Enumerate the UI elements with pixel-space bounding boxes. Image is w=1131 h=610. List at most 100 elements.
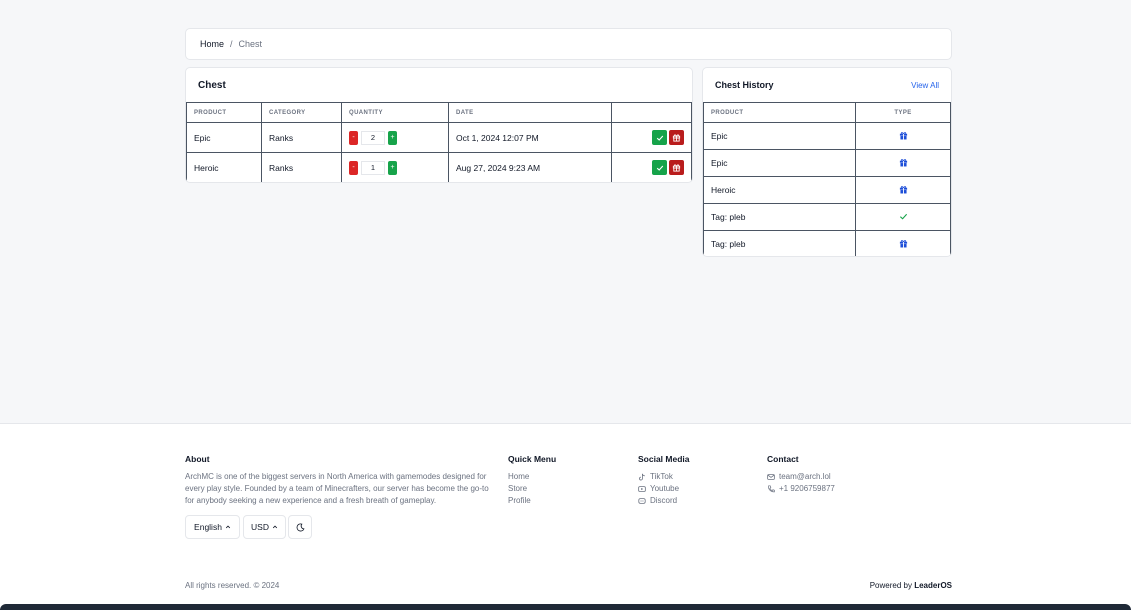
chest-history-table: PRODUCT TYPE Epic Epic Heroic Tag: pleb xyxy=(703,102,951,256)
chest-table: PRODUCT CATEGORY QUANTITY DATE Epic Rank… xyxy=(186,102,692,182)
quick-menu-store-link[interactable]: Store xyxy=(508,484,528,493)
copyright-text: All rights reserved. © 2024 xyxy=(185,581,280,590)
phone-icon xyxy=(768,485,775,493)
contact-email: team@arch.lol xyxy=(779,472,831,481)
product-cell: Epic xyxy=(703,149,856,177)
theme-toggle-button[interactable] xyxy=(288,515,312,539)
column-quantity: QUANTITY xyxy=(341,102,449,123)
use-button[interactable] xyxy=(652,130,667,145)
chest-title: Chest xyxy=(198,79,226,91)
bottom-edge-bar xyxy=(0,604,1131,610)
product-cell: Heroic xyxy=(186,152,262,182)
about-heading: About xyxy=(185,454,210,464)
column-category: CATEGORY xyxy=(261,102,342,123)
moon-icon xyxy=(296,522,305,531)
chest-history-title: Chest History xyxy=(715,80,774,90)
footer-about: About ArchMC is one of the biggest serve… xyxy=(185,454,500,507)
chest-history-card: Chest History View All PRODUCT TYPE Epic… xyxy=(702,67,952,257)
about-text-line-2: every play style. Founded by a team of M… xyxy=(185,484,489,493)
social-media-heading: Social Media xyxy=(638,454,690,464)
column-type: TYPE xyxy=(855,102,951,123)
powered-by: Powered by LeaderOS xyxy=(870,581,952,590)
chevron-up-icon xyxy=(272,525,278,529)
powered-by-brand-link[interactable]: LeaderOS xyxy=(914,581,952,590)
contact-heading: Contact xyxy=(767,454,799,464)
table-row: Heroic xyxy=(703,176,951,204)
check-icon xyxy=(656,165,663,171)
increase-quantity-button[interactable]: + xyxy=(388,130,397,145)
gift-button[interactable] xyxy=(669,130,684,145)
powered-by-prefix: Powered by xyxy=(869,581,912,590)
tiktok-label: TikTok xyxy=(650,472,673,481)
column-actions xyxy=(611,102,692,123)
increase-quantity-button[interactable]: + xyxy=(388,160,397,175)
quick-menu-heading: Quick Menu xyxy=(508,454,557,464)
table-row: Tag: pleb xyxy=(703,230,951,256)
footer: About ArchMC is one of the biggest serve… xyxy=(0,423,1131,610)
gift-icon xyxy=(899,239,907,247)
product-cell: Tag: pleb xyxy=(703,203,856,231)
gift-icon xyxy=(899,131,907,139)
date-cell: Aug 27, 2024 9:23 AM xyxy=(448,152,612,182)
youtube-icon xyxy=(638,486,646,492)
column-date: DATE xyxy=(448,102,612,123)
discord-icon xyxy=(638,498,646,504)
gift-icon xyxy=(899,158,907,166)
view-all-link[interactable]: View All xyxy=(911,80,939,90)
footer-social-media: Social Media TikTok Youtube Discord xyxy=(638,454,690,507)
decrease-quantity-button[interactable]: - xyxy=(349,130,358,145)
about-text-line-1: ArchMC is one of the biggest servers in … xyxy=(185,472,487,481)
quantity-stepper: - 2 + xyxy=(349,130,441,145)
chest-history-header: Chest History View All xyxy=(703,68,951,102)
footer-quick-menu: Quick Menu Home Store Profile xyxy=(508,454,556,507)
tiktok-link[interactable]: TikTok xyxy=(638,471,690,483)
chest-card-header: Chest xyxy=(186,68,692,102)
table-row: Epic xyxy=(703,122,951,150)
youtube-label: Youtube xyxy=(650,484,680,493)
product-cell: Epic xyxy=(186,122,262,153)
check-icon xyxy=(656,135,663,141)
currency-selector[interactable]: USD xyxy=(243,515,286,539)
gift-icon xyxy=(899,185,907,193)
breadcrumb-separator: / xyxy=(230,39,233,49)
language-label: English xyxy=(194,522,222,532)
footer-contact: Contact team@arch.lol +1 9206759877 xyxy=(767,454,835,495)
product-cell: Epic xyxy=(703,122,856,150)
gift-icon xyxy=(672,134,681,142)
gift-button[interactable] xyxy=(669,160,684,175)
quick-menu-home-link[interactable]: Home xyxy=(508,472,530,481)
contact-phone-link[interactable]: +1 9206759877 xyxy=(767,483,835,495)
chest-card: Chest PRODUCT CATEGORY QUANTITY DATE Epi… xyxy=(185,67,693,183)
breadcrumb-current: Chest xyxy=(238,39,263,49)
discord-label: Discord xyxy=(650,496,678,505)
use-button[interactable] xyxy=(652,160,667,175)
quick-menu-profile-link[interactable]: Profile xyxy=(508,496,531,505)
about-text-line-3: for anybody seeking a new experience and… xyxy=(185,496,437,505)
row-actions xyxy=(619,130,684,145)
decrease-quantity-button[interactable]: - xyxy=(349,160,358,175)
column-product: PRODUCT xyxy=(703,102,856,123)
breadcrumb-home-link[interactable]: Home xyxy=(200,39,225,49)
quantity-input[interactable]: 1 xyxy=(361,160,385,175)
language-selector[interactable]: English xyxy=(185,515,240,539)
youtube-link[interactable]: Youtube xyxy=(638,483,690,495)
chevron-up-icon xyxy=(225,525,231,529)
tiktok-icon xyxy=(639,473,645,481)
product-cell: Tag: pleb xyxy=(703,230,856,256)
row-actions xyxy=(619,160,684,175)
breadcrumb: Home / Chest xyxy=(185,28,952,60)
table-row: Epic Ranks - 2 + Oct 1, 2024 12:07 PM xyxy=(186,122,692,153)
discord-link[interactable]: Discord xyxy=(638,495,690,507)
mail-icon xyxy=(767,474,775,480)
quantity-input[interactable]: 2 xyxy=(361,130,385,145)
table-row: Tag: pleb xyxy=(703,203,951,231)
category-cell: Ranks xyxy=(261,122,342,153)
currency-label: USD xyxy=(251,522,269,532)
product-cell: Heroic xyxy=(703,176,856,204)
quantity-stepper: - 1 + xyxy=(349,160,441,175)
table-row: Epic xyxy=(703,149,951,177)
contact-email-link[interactable]: team@arch.lol xyxy=(767,471,835,483)
contact-phone: +1 9206759877 xyxy=(779,484,835,493)
category-cell: Ranks xyxy=(261,152,342,182)
table-row: Heroic Ranks - 1 + Aug 27, 2024 9:23 AM xyxy=(186,152,692,182)
